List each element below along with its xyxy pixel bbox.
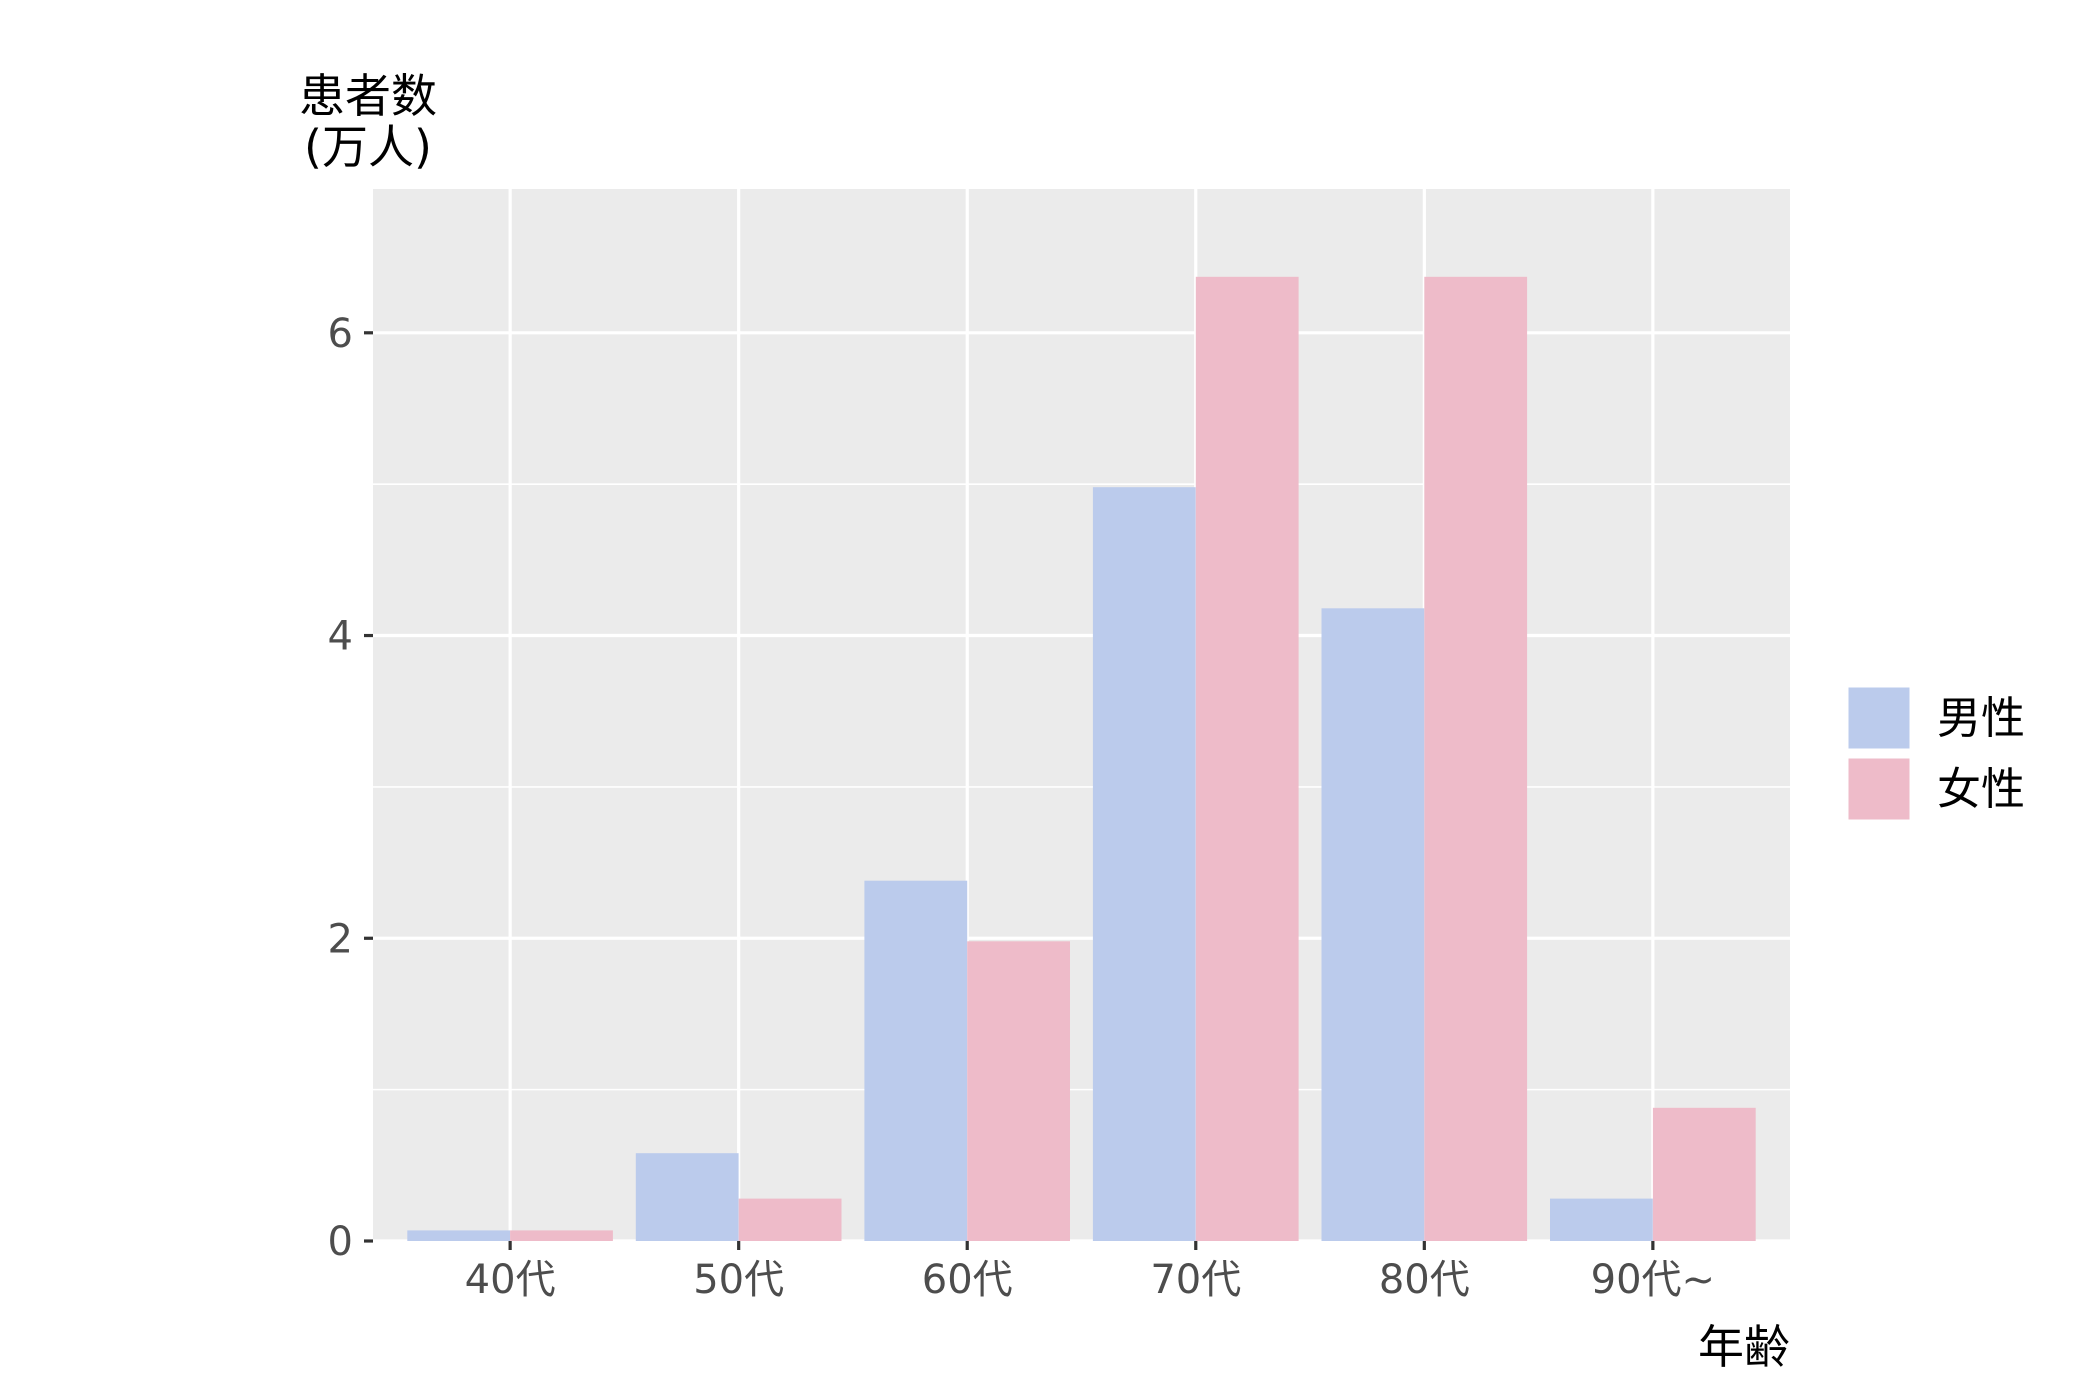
y-axis-title-line1: 患者数 — [299, 69, 437, 123]
x-tick-label: 70代 — [1150, 1257, 1241, 1303]
x-axis-title: 年齢 — [1698, 1320, 1790, 1374]
bar-female-5 — [1652, 1107, 1756, 1241]
bar-male-0 — [407, 1230, 511, 1241]
bar-female-3 — [1195, 276, 1299, 1241]
bar-female-1 — [738, 1198, 842, 1241]
legend-key-male — [1845, 684, 1913, 752]
y-axis: 0 2 4 6 — [328, 311, 373, 1265]
bar-male-5 — [1550, 1198, 1653, 1241]
bar-male-2 — [864, 880, 968, 1241]
plot-panel — [373, 189, 1790, 1241]
y-tick-label: 4 — [328, 614, 353, 660]
legend-label-male: 男性 — [1937, 693, 2025, 744]
bar-male-3 — [1092, 487, 1196, 1241]
bars — [407, 276, 1756, 1241]
bar-female-4 — [1424, 276, 1528, 1241]
bar-female-0 — [510, 1230, 613, 1241]
x-tick-label: 40代 — [465, 1257, 556, 1303]
x-tick-label: 60代 — [922, 1257, 1013, 1303]
y-axis-title-line2: (万人) — [304, 120, 432, 174]
x-tick-label: 90代~ — [1591, 1257, 1715, 1303]
y-tick-label: 6 — [328, 311, 353, 357]
bar-female-2 — [967, 941, 1070, 1241]
y-tick-label: 2 — [328, 916, 353, 962]
x-axis: 40代 50代 60代 70代 80代 90代~ — [465, 1241, 1715, 1303]
legend-label-female: 女性 — [1937, 764, 2025, 815]
x-tick-label: 50代 — [693, 1257, 784, 1303]
legend-key-female — [1845, 755, 1913, 823]
bar-male-1 — [635, 1153, 739, 1241]
y-tick-label: 0 — [328, 1219, 353, 1265]
x-tick-label: 80代 — [1379, 1257, 1470, 1303]
bar-male-4 — [1321, 608, 1425, 1241]
